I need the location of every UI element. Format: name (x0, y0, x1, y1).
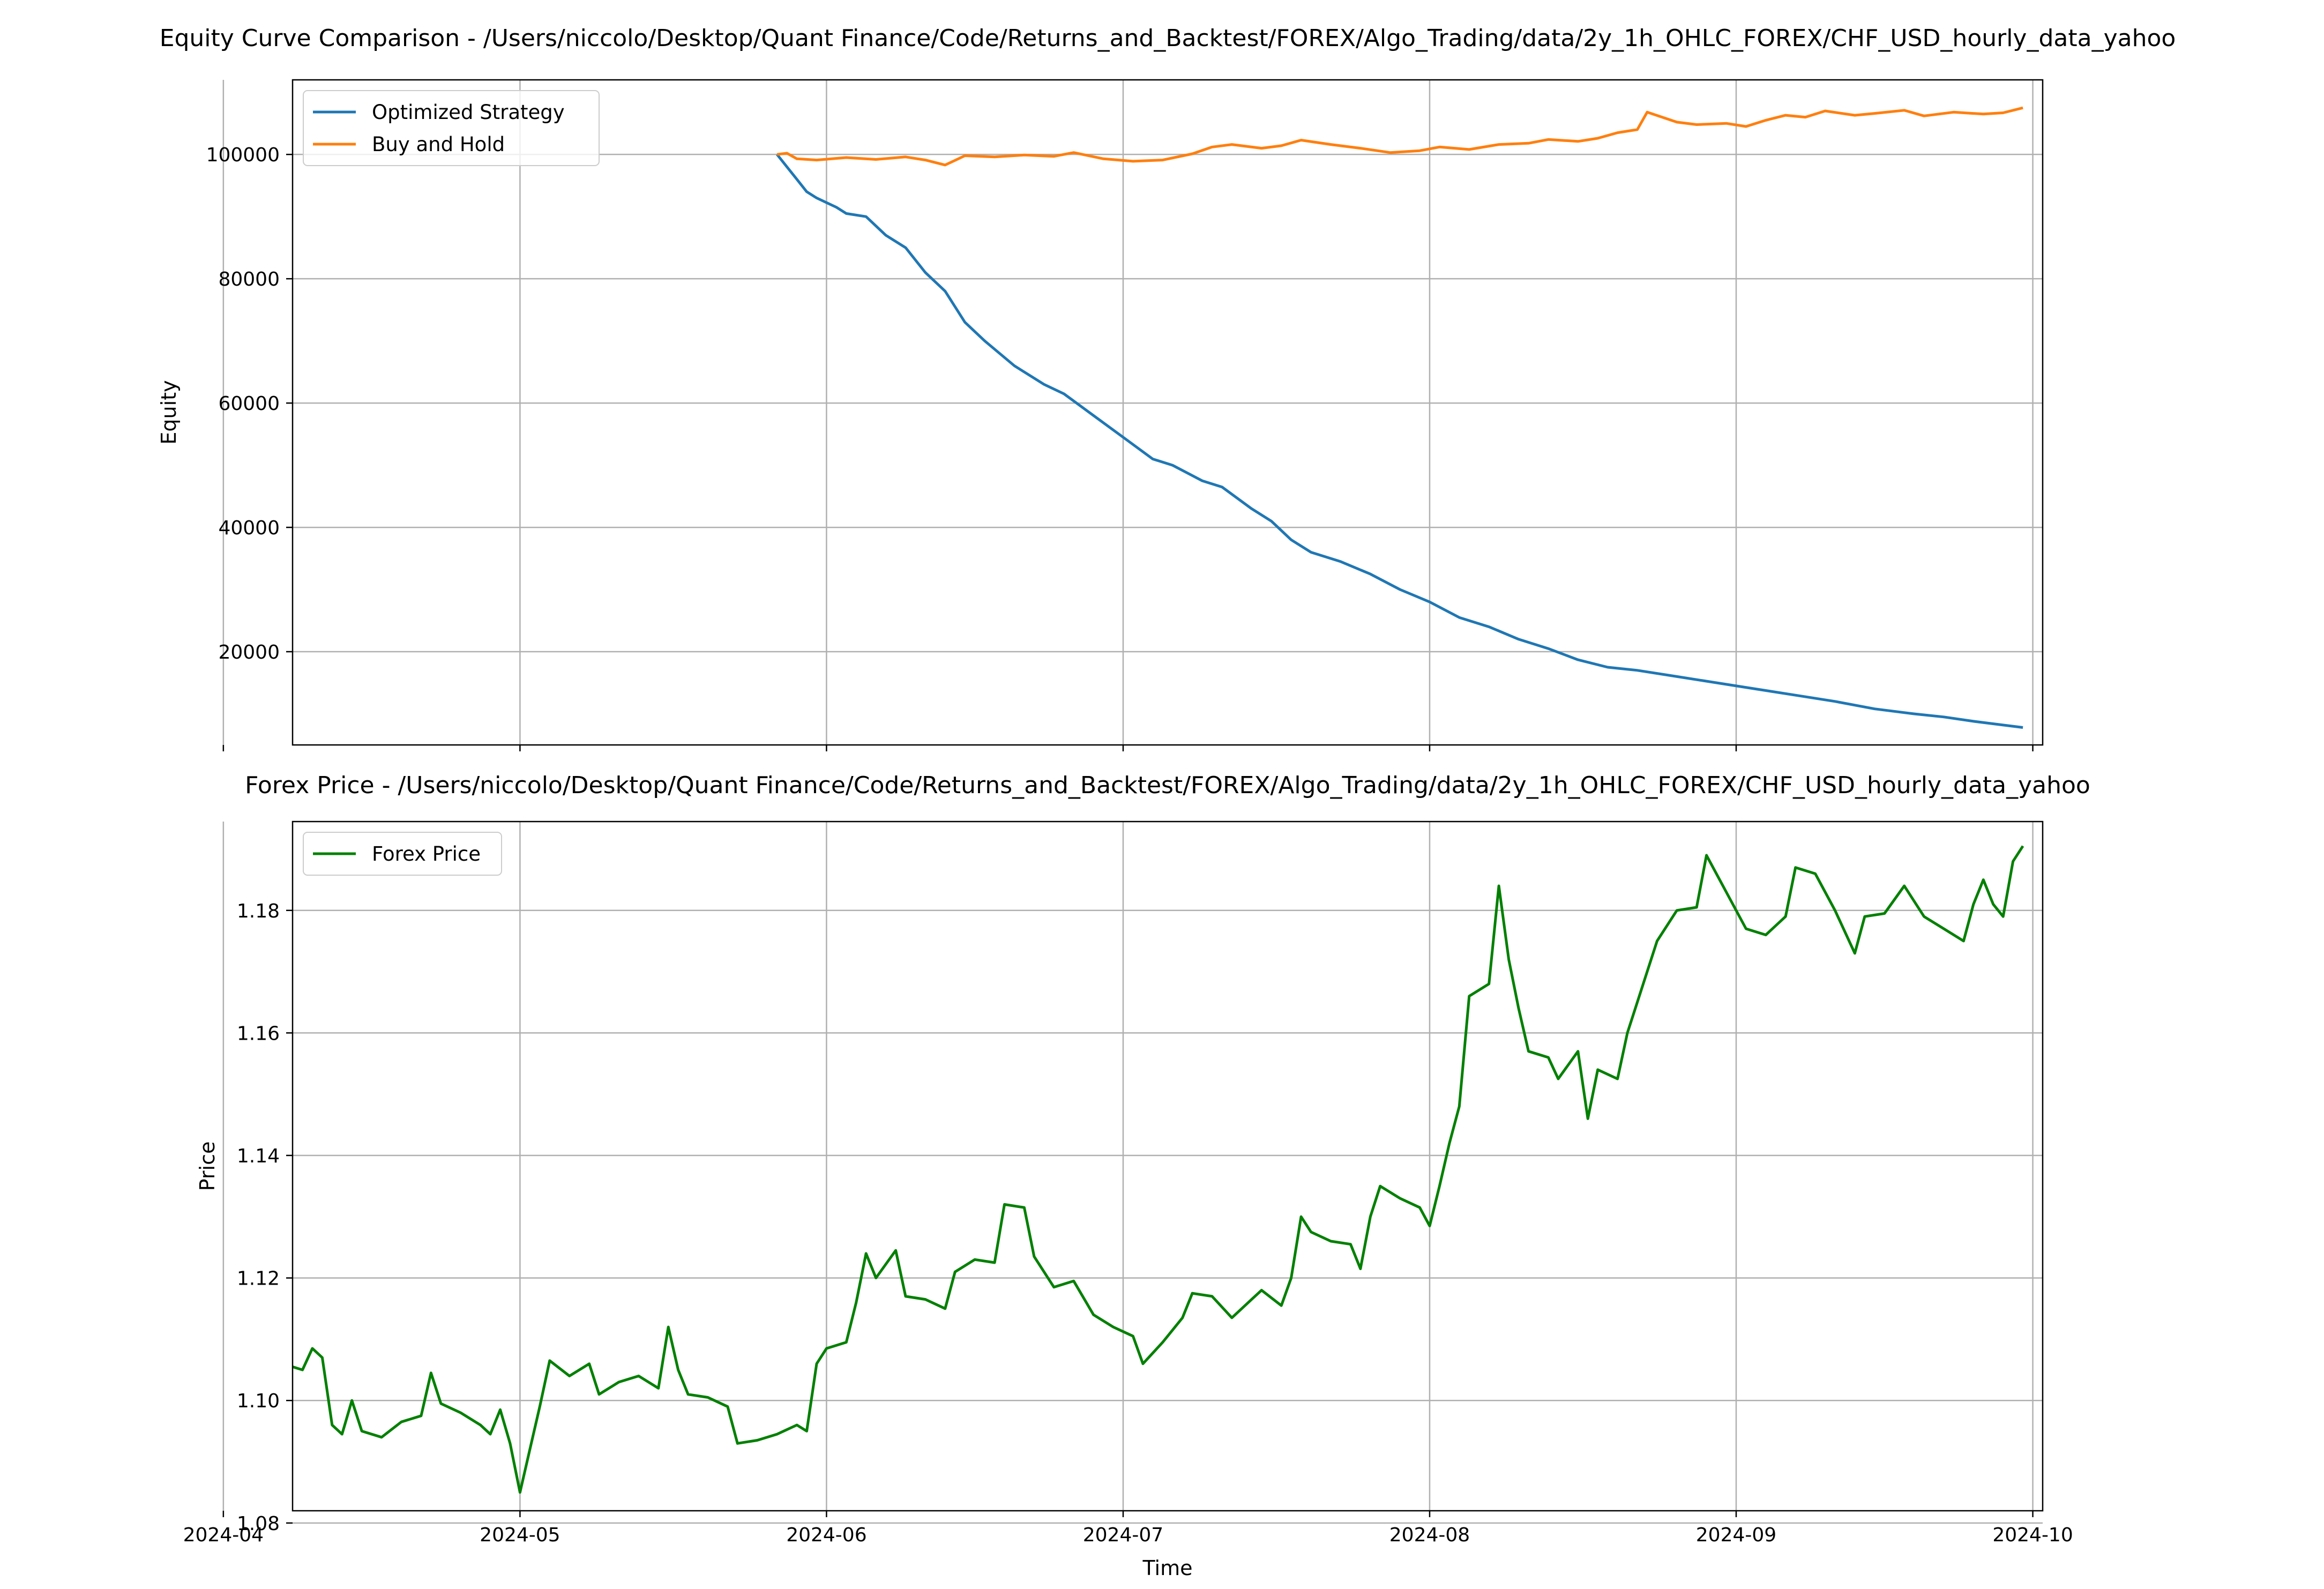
series-line-forex-price (293, 845, 2024, 1494)
series-line-optimized-strategy (776, 153, 2023, 729)
y-tick-label: 100000 (206, 144, 280, 166)
x-axis-label: Time (1142, 1556, 1193, 1580)
y-tick-label: 80000 (218, 268, 280, 290)
y-tick-label: 1.16 (237, 1023, 280, 1045)
legend: Forex Price (303, 832, 502, 876)
y-tick-label: 1.12 (237, 1268, 280, 1290)
y-tick-label: 40000 (218, 517, 280, 539)
legend-label: Forex Price (372, 842, 481, 866)
y-tick-label: 1.14 (237, 1145, 280, 1167)
y-tick-label: 1.08 (237, 1513, 280, 1535)
axes-frame (292, 79, 2044, 746)
forex-price-panel: 2024-04 2024-05 2024-06 2024-07 2024-08 2024-… (183, 772, 2090, 1580)
y-tick-label: 20000 (218, 641, 280, 663)
x-tick-label: 2024-04 (183, 1524, 264, 1546)
y-axis-label: Price (196, 1142, 219, 1191)
legend-label: Buy and Hold (372, 133, 505, 156)
x-tick-label: 2024-07 (1083, 1524, 1163, 1546)
x-tick-label: 2024-05 (480, 1524, 560, 1546)
y-tick-label: 1.10 (237, 1390, 280, 1412)
y-tick-label: 1.18 (237, 900, 280, 922)
x-tick-label: 2024-08 (1389, 1524, 1470, 1546)
x-tick-label: 2024-09 (1696, 1524, 1776, 1546)
chart-title: Equity Curve Comparison - /Users/niccolo… (160, 25, 2176, 52)
equity-curve-panel: 20000 40000 60000 80000 100000 Equity Curve C… (157, 25, 2176, 751)
x-tick-label: 2024-06 (786, 1524, 866, 1546)
legend-label: Optimized Strategy (372, 101, 565, 124)
axes-frame (292, 820, 2044, 1512)
y-tick-label: 60000 (218, 393, 280, 415)
chart-title: Forex Price - /Users/niccolo/Desktop/Qua… (245, 772, 2090, 799)
legend: Optimized Strategy Buy and Hold (303, 90, 600, 166)
legend-box (303, 90, 600, 166)
y-axis-label: Equity (157, 380, 181, 444)
x-tick-label: 2024-10 (1992, 1524, 2073, 1546)
series-line-buy-and-hold (776, 106, 2023, 167)
legend-box (303, 832, 502, 876)
